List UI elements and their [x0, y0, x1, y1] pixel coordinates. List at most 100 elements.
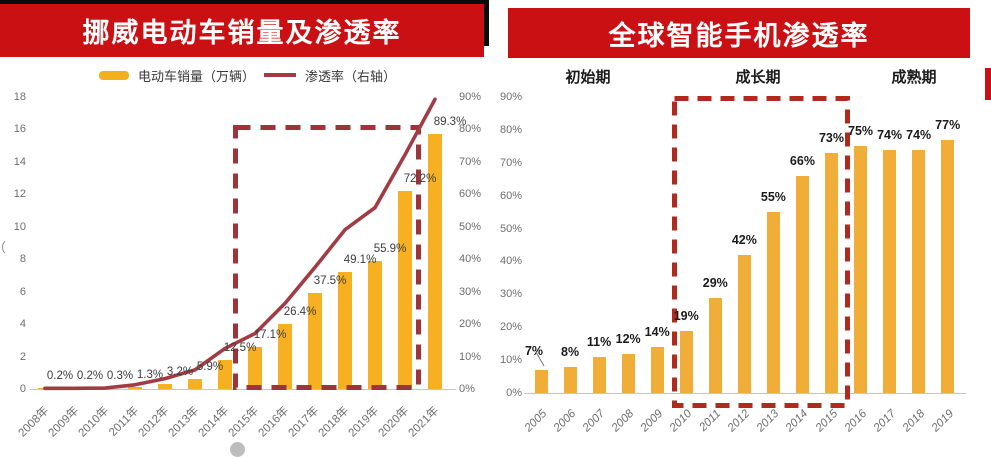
penetration-data-label: 89.3% — [433, 116, 467, 129]
penetration-bar — [650, 346, 664, 393]
left-chart-title: 挪威电动车销量及渗透率 — [82, 17, 402, 48]
sales-bar — [128, 386, 142, 389]
right-y-tick-label: 40% — [459, 253, 482, 266]
penetration-data-label: 3.2% — [166, 366, 194, 379]
penetration-bar — [854, 146, 868, 393]
penetration-data-label: 37.5% — [313, 275, 347, 288]
y-tick-label: 10% — [499, 354, 522, 367]
bar-data-label: 74% — [906, 127, 932, 142]
right-chart-title: 全球智能手机渗透率 — [608, 20, 870, 51]
right-y-tick-label: 0% — [459, 383, 475, 395]
y-tick-label: 70% — [499, 156, 522, 169]
penetration-data-label: 26.4% — [283, 306, 317, 319]
penetration-data-label: 12.5% — [223, 341, 257, 354]
sales-bar — [308, 293, 322, 389]
penetration-data-label: 17.1% — [253, 328, 287, 341]
left-chart-legend: 电动车销量（万辆） 渗透率（右轴） — [0, 65, 495, 85]
penetration-data-label: 49.1% — [343, 254, 377, 267]
right-y-tick-label: 10% — [459, 350, 482, 363]
bar-data-label: 7% — [524, 343, 544, 358]
penetration-data-label: 1.3% — [136, 368, 164, 381]
bar-data-label: 19% — [673, 308, 699, 323]
left-y-tick-label: 10 — [13, 220, 26, 233]
cropped-axis-title-fragment: （ — [0, 237, 6, 256]
legend-bar-swatch-icon — [98, 70, 129, 80]
legend-bar-label: 电动车销量（万辆） — [137, 68, 255, 84]
penetration-bar — [795, 175, 809, 393]
penetration-bar — [941, 139, 955, 393]
penetration-bar — [534, 369, 548, 393]
sales-bar — [158, 384, 172, 389]
left-chart-title-banner: 挪威电动车销量及渗透率 — [0, 3, 484, 57]
penetration-bar — [592, 356, 606, 393]
x-axis-line — [524, 393, 966, 394]
y-tick-label: 60% — [499, 189, 522, 202]
y-tick-label: 0% — [506, 387, 522, 399]
penetration-bar — [825, 152, 838, 393]
bar-data-label: 73% — [818, 130, 845, 145]
bar-data-label: 74% — [877, 127, 903, 142]
label-leader-line — [535, 351, 545, 367]
penetration-data-label: 5.9% — [196, 361, 224, 374]
penetration-data-label: 0.3% — [106, 370, 134, 382]
bar-data-label: 29% — [702, 275, 728, 290]
phase-label-mature: 成熟期 — [891, 69, 937, 86]
y-tick-label: 90% — [499, 91, 522, 103]
x-axis-line — [30, 389, 456, 390]
left-y-tick-label: 12 — [13, 188, 26, 201]
bar-data-label: 8% — [561, 344, 580, 359]
y-tick-label: 50% — [499, 222, 522, 235]
penetration-bar — [563, 366, 577, 393]
left-y-tick-label: 8 — [19, 253, 26, 266]
left-y-tick-label: 14 — [13, 155, 26, 168]
y-tick-label: 80% — [499, 123, 522, 136]
bar-data-label: 77% — [935, 117, 961, 132]
bar-data-label: 75% — [848, 124, 874, 139]
sales-bar — [428, 134, 442, 389]
left-y-tick-label: 6 — [19, 285, 26, 298]
left-y-tick-label: 18 — [13, 91, 26, 103]
y-tick-label: 40% — [499, 255, 522, 268]
highlight-box-2010-2015 — [672, 96, 850, 408]
penetration-data-label: 0.2% — [46, 370, 74, 382]
phase-label-growth: 成长期 — [735, 69, 781, 86]
penetration-bar — [737, 254, 751, 393]
bar-data-label: 55% — [760, 190, 786, 205]
sales-bar — [278, 324, 292, 389]
phase-label-initial: 初始期 — [565, 69, 611, 86]
penetration-bar — [766, 212, 780, 393]
left-y-tick-label: 2 — [19, 350, 26, 363]
left-y-tick-label: 4 — [19, 318, 26, 331]
y-tick-label: 20% — [499, 321, 522, 334]
right-y-tick-label: 30% — [459, 285, 482, 298]
sales-bar — [218, 359, 232, 389]
penetration-bar — [883, 149, 897, 393]
penetration-bar — [708, 297, 722, 393]
right-chart-title-banner: 全球智能手机渗透率 — [508, 8, 970, 58]
right-y-tick-label: 90% — [459, 91, 482, 103]
penetration-data-label: 55.9% — [373, 242, 407, 255]
penetration-data-label: 0.2% — [76, 370, 104, 382]
right-y-tick-label: 20% — [459, 318, 482, 331]
right-y-tick-label: 80% — [459, 123, 482, 136]
highlight-box-2015-2021 — [233, 125, 421, 390]
y-tick-label: 30% — [499, 288, 522, 301]
right-y-tick-label: 70% — [459, 155, 482, 168]
penetration-data-label: 72.2% — [403, 173, 437, 186]
sales-bar — [248, 346, 262, 389]
bar-data-label: 66% — [789, 153, 815, 168]
sales-bar — [188, 379, 202, 389]
sales-bar — [338, 272, 352, 389]
bar-data-label: 12% — [615, 331, 641, 346]
sales-bar — [398, 191, 412, 389]
bar-data-label: 14% — [644, 324, 670, 339]
right-edge-red-fragment — [985, 68, 991, 100]
legend-line-label: 渗透率（右轴） — [305, 68, 397, 84]
penetration-bar — [912, 149, 926, 393]
bar-data-label: 42% — [731, 232, 757, 247]
right-y-tick-label: 50% — [459, 220, 482, 233]
bar-data-label: 11% — [586, 334, 612, 349]
sales-bar — [368, 260, 382, 389]
left-y-tick-label: 16 — [13, 123, 26, 136]
